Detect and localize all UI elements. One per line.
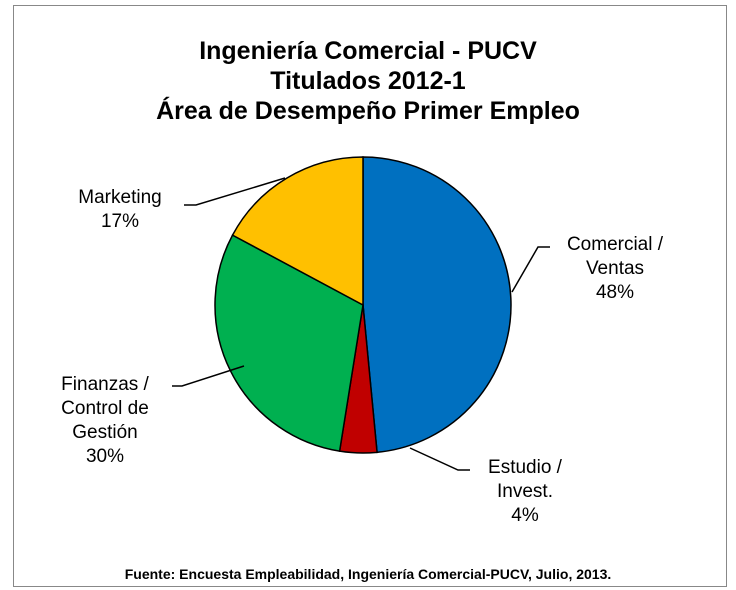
leader-lines — [172, 177, 550, 471]
value-label: 48% — [595, 282, 635, 303]
value-label: 17% — [100, 211, 140, 232]
leader-line — [172, 365, 245, 387]
value-label: 4% — [511, 505, 539, 526]
category-label: Marketing — [78, 187, 162, 208]
category-label: Comercial / Ventas — [566, 234, 664, 279]
pie — [214, 156, 512, 454]
chart-title: Ingeniería Comercial - PUCV — [199, 37, 537, 65]
leader-line — [409, 447, 470, 471]
pie-slice — [231, 156, 364, 307]
category-label: Estudio / Invest. — [488, 457, 562, 502]
slice-label: Estudio / Invest. 4% — [455, 456, 595, 528]
chart-title: Área de Desempeño Primer Empleo — [156, 97, 580, 125]
slice-label: Marketing 17% — [50, 186, 190, 234]
slice-label: Comercial / Ventas 48% — [545, 233, 685, 305]
slice-label: Finanzas / Control de Gestión 30% — [35, 373, 175, 469]
leader-line — [184, 177, 286, 206]
value-label: 30% — [85, 446, 125, 467]
pie-slice — [362, 156, 512, 454]
leader-line — [511, 246, 550, 293]
chart-frame — [13, 5, 727, 587]
category-label: Finanzas / Control de Gestión — [61, 374, 149, 443]
source-note: Fuente: Encuesta Empleabilidad, Ingenier… — [124, 566, 612, 582]
chart-title: Titulados 2012-1 — [270, 67, 466, 95]
